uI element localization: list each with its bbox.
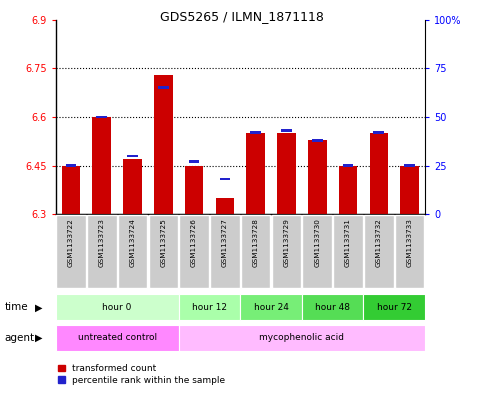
FancyBboxPatch shape: [87, 215, 116, 288]
FancyBboxPatch shape: [272, 215, 301, 288]
Bar: [123, 159, 142, 214]
Bar: [219, 178, 230, 180]
Bar: [66, 164, 76, 167]
Bar: [185, 165, 203, 214]
FancyBboxPatch shape: [302, 294, 364, 320]
FancyBboxPatch shape: [149, 215, 178, 288]
Text: hour 72: hour 72: [377, 303, 412, 312]
Text: hour 0: hour 0: [102, 303, 132, 312]
Bar: [158, 86, 169, 89]
Text: GSM1133725: GSM1133725: [160, 218, 166, 267]
Bar: [96, 116, 107, 118]
FancyBboxPatch shape: [241, 215, 270, 288]
Text: mycophenolic acid: mycophenolic acid: [259, 333, 344, 342]
Text: GSM1133723: GSM1133723: [99, 218, 105, 267]
FancyBboxPatch shape: [395, 215, 425, 288]
Text: GSM1133732: GSM1133732: [376, 218, 382, 267]
Text: time: time: [5, 302, 28, 312]
Text: GSM1133726: GSM1133726: [191, 218, 197, 267]
Text: GSM1133728: GSM1133728: [253, 218, 259, 267]
Bar: [250, 131, 261, 134]
Text: GSM1133731: GSM1133731: [345, 218, 351, 267]
FancyBboxPatch shape: [179, 215, 209, 288]
Bar: [92, 117, 111, 214]
Text: GSM1133729: GSM1133729: [284, 218, 289, 267]
Text: GSM1133724: GSM1133724: [129, 218, 136, 267]
Text: GDS5265 / ILMN_1871118: GDS5265 / ILMN_1871118: [159, 10, 324, 23]
Text: hour 12: hour 12: [192, 303, 227, 312]
Legend: transformed count, percentile rank within the sample: transformed count, percentile rank withi…: [57, 364, 225, 385]
FancyBboxPatch shape: [364, 294, 425, 320]
Bar: [246, 133, 265, 214]
Bar: [373, 131, 384, 134]
Bar: [404, 164, 415, 167]
Text: hour 48: hour 48: [315, 303, 350, 312]
Text: GSM1133727: GSM1133727: [222, 218, 228, 267]
Bar: [215, 198, 234, 214]
FancyBboxPatch shape: [179, 325, 425, 351]
Bar: [342, 164, 354, 167]
FancyBboxPatch shape: [240, 294, 302, 320]
Bar: [281, 129, 292, 132]
Bar: [312, 139, 323, 141]
FancyBboxPatch shape: [118, 215, 147, 288]
Text: GSM1133722: GSM1133722: [68, 218, 74, 267]
FancyBboxPatch shape: [333, 215, 363, 288]
Bar: [127, 154, 138, 157]
FancyBboxPatch shape: [210, 215, 240, 288]
FancyBboxPatch shape: [56, 294, 179, 320]
Bar: [400, 165, 419, 214]
Bar: [154, 75, 172, 214]
Text: hour 24: hour 24: [254, 303, 288, 312]
Bar: [369, 133, 388, 214]
Bar: [277, 133, 296, 214]
Text: GSM1133733: GSM1133733: [407, 218, 412, 267]
FancyBboxPatch shape: [56, 215, 85, 288]
Bar: [339, 165, 357, 214]
Text: untreated control: untreated control: [78, 333, 156, 342]
FancyBboxPatch shape: [302, 215, 332, 288]
Text: ▶: ▶: [35, 332, 43, 343]
Text: GSM1133730: GSM1133730: [314, 218, 320, 267]
Text: agent: agent: [5, 332, 35, 343]
FancyBboxPatch shape: [364, 215, 394, 288]
Text: ▶: ▶: [35, 302, 43, 312]
FancyBboxPatch shape: [56, 325, 179, 351]
FancyBboxPatch shape: [179, 294, 240, 320]
Bar: [62, 165, 80, 214]
Bar: [308, 140, 327, 214]
Bar: [189, 160, 199, 163]
